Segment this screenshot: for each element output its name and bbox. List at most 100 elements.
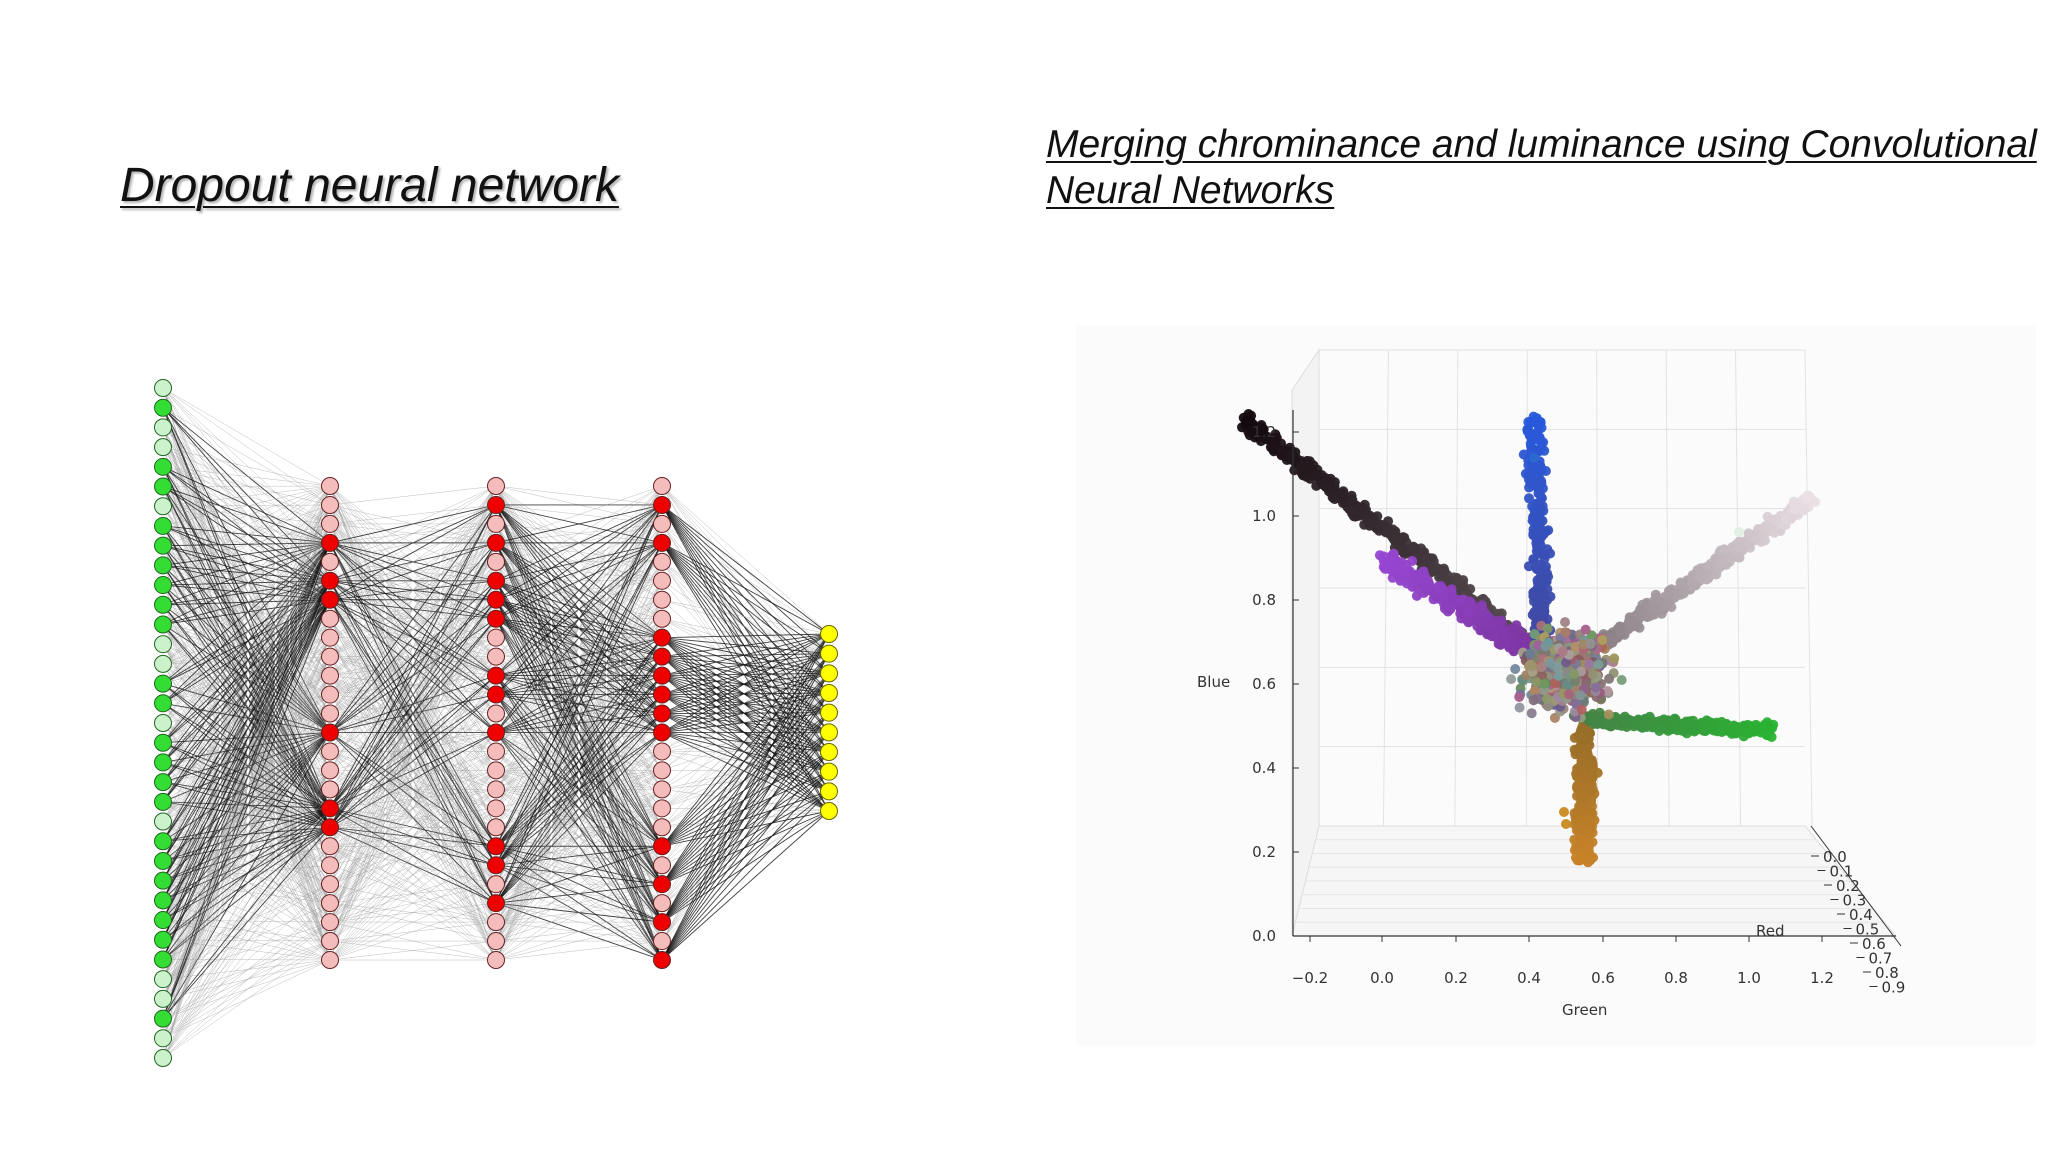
scatter-point [1514, 702, 1525, 713]
scatter-point [1615, 629, 1626, 640]
network-edge [495, 789, 663, 961]
network-node [653, 875, 671, 894]
network-node [653, 951, 671, 969]
network-edge [495, 637, 663, 961]
network-edge [661, 732, 830, 753]
network-node [820, 703, 838, 722]
network-edge [162, 713, 331, 921]
y-tick-label: 1.0 [1252, 507, 1276, 525]
scatter-point [1409, 570, 1420, 581]
network-edge [329, 485, 497, 866]
network-edge [162, 599, 331, 625]
network-edge [162, 751, 331, 1059]
scatter-point [1612, 720, 1623, 731]
network-edge [162, 683, 331, 809]
scatter-point [1609, 653, 1620, 664]
network-node [154, 753, 172, 772]
scatter-point [1357, 502, 1368, 513]
network-edge [162, 807, 331, 941]
network-edge [162, 387, 331, 506]
network-node [487, 514, 505, 533]
network-edge [661, 542, 830, 753]
network-edge [162, 504, 331, 980]
network-edge [162, 656, 331, 665]
network-edge [661, 633, 830, 714]
network-edge [329, 770, 497, 961]
network-edge [162, 525, 331, 544]
scatter-point [1542, 693, 1553, 704]
scatter-point [1305, 473, 1315, 484]
network-edge [162, 584, 331, 790]
scatter-point [1583, 818, 1594, 829]
y-tick-label: 0.0 [1252, 927, 1276, 945]
network-edge [162, 542, 331, 586]
right-title-line-1: Merging chrominance and luminance using … [1046, 123, 2037, 166]
network-node [321, 552, 339, 571]
network-node [820, 625, 838, 643]
scatter-point [1531, 521, 1542, 532]
network-edge [329, 485, 497, 885]
network-edge [162, 781, 331, 866]
scatter-point [1703, 561, 1714, 572]
network-edge [162, 880, 331, 961]
network-edge [329, 485, 497, 582]
network-node [321, 951, 339, 969]
network-edge [329, 485, 497, 506]
network-edge [162, 761, 331, 809]
network-edge [162, 624, 331, 733]
scatter-point [1537, 483, 1548, 494]
network-edge [162, 722, 331, 923]
network-edge [329, 485, 497, 563]
network-edge [162, 466, 331, 714]
network-node [321, 742, 339, 761]
scatter-point [1780, 513, 1791, 524]
network-edge [661, 633, 830, 828]
network-edge [162, 485, 331, 625]
network-edge [162, 959, 331, 961]
network-edge [162, 770, 331, 862]
scatter-point [1759, 719, 1770, 730]
scatter-point [1602, 686, 1613, 696]
network-node [820, 802, 838, 820]
network-edge [162, 485, 331, 487]
network-edge [661, 732, 830, 809]
right-title-line-2: Neural Networks [1046, 169, 1335, 212]
network-node [321, 875, 339, 894]
network-edge [495, 504, 663, 620]
network-node [154, 615, 172, 634]
scatter-point [1320, 476, 1331, 486]
network-edge [661, 633, 830, 942]
network-edge [495, 485, 663, 809]
network-edge [162, 523, 331, 665]
network-edge [162, 801, 331, 809]
network-edge [162, 624, 331, 714]
scatter-point [1532, 564, 1543, 575]
scatter-point [1603, 709, 1614, 720]
network-node [653, 799, 671, 818]
network-edge [661, 810, 830, 847]
scatter-point [1771, 514, 1782, 525]
network-edge [162, 902, 331, 1039]
scatter-point [1637, 715, 1648, 726]
network-edge [162, 722, 331, 809]
network-node [154, 497, 172, 516]
network-edge [661, 504, 830, 772]
network-edge [162, 387, 331, 487]
network-node [487, 609, 505, 628]
scatter-points [1237, 409, 1821, 868]
scatter-point [1552, 662, 1563, 673]
scatter-point [1402, 575, 1413, 586]
scatter-point [1553, 670, 1564, 681]
network-edge [162, 446, 331, 581]
scatter-point [1673, 588, 1683, 599]
scatter-point [1584, 659, 1595, 670]
network-edge [162, 656, 331, 704]
network-edge [162, 466, 331, 809]
dropout-network-diagram [154, 379, 838, 1067]
scatter-point [1677, 726, 1688, 736]
scatter-point [1570, 676, 1580, 687]
network-edge [162, 523, 331, 645]
network-edge [495, 694, 663, 961]
network-edge [661, 504, 830, 674]
scatter-point [1570, 641, 1581, 652]
